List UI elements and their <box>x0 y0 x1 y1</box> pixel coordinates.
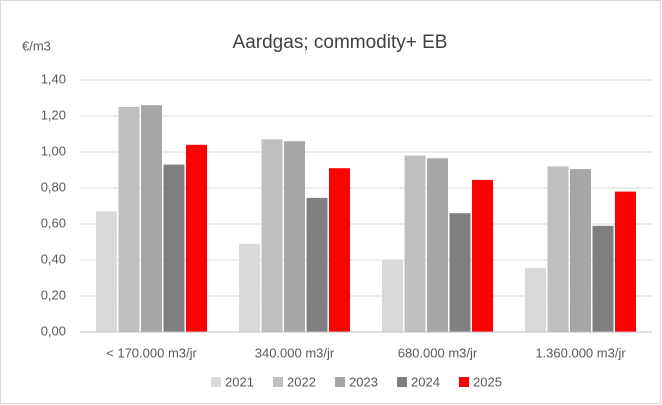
bar <box>547 166 569 332</box>
legend-swatch <box>335 377 345 387</box>
x-tick-label: < 170.000 m3/jr <box>106 345 197 360</box>
legend-label: 2025 <box>473 374 502 389</box>
bar <box>306 197 328 332</box>
bar <box>525 268 546 332</box>
legend-label: 2021 <box>225 374 254 389</box>
y-tick-label: 1,40 <box>41 71 66 86</box>
bar <box>284 141 305 332</box>
legend-swatch <box>273 377 283 387</box>
x-tick-label: 680.000 m3/jr <box>398 345 478 360</box>
bar <box>118 107 140 332</box>
bar <box>382 260 403 332</box>
x-tick-label: 1.360.000 m3/jr <box>535 345 626 360</box>
legend-label: 2024 <box>411 374 440 389</box>
y-tick-label: 1,20 <box>41 107 66 122</box>
chart-title: Aardgas; commodity+ EB <box>233 32 448 53</box>
legend-swatch <box>397 377 407 387</box>
bar <box>404 155 426 332</box>
bar <box>96 211 117 332</box>
bar <box>427 158 448 332</box>
bar <box>261 139 283 332</box>
bar <box>615 191 636 332</box>
y-tick-label: 0,00 <box>41 323 66 338</box>
x-tick-label: 340.000 m3/jr <box>255 345 335 360</box>
bar <box>449 213 471 332</box>
bar <box>329 168 350 332</box>
y-axis-label: €/m3 <box>22 38 51 53</box>
y-tick-label: 0,80 <box>41 179 66 194</box>
legend-label: 2023 <box>349 374 378 389</box>
bar <box>472 179 493 332</box>
bar <box>163 164 185 332</box>
bar <box>186 144 207 332</box>
legend-swatch <box>459 377 469 387</box>
y-tick-label: 0,40 <box>41 251 66 266</box>
bar <box>239 243 260 332</box>
bar <box>141 105 162 332</box>
y-tick-label: 0,60 <box>41 215 66 230</box>
legend-label: 2022 <box>287 374 316 389</box>
bar <box>570 169 591 332</box>
bar <box>592 225 614 332</box>
legend-swatch <box>211 377 221 387</box>
y-tick-label: 0,20 <box>41 287 66 302</box>
y-tick-label: 1,00 <box>41 143 66 158</box>
